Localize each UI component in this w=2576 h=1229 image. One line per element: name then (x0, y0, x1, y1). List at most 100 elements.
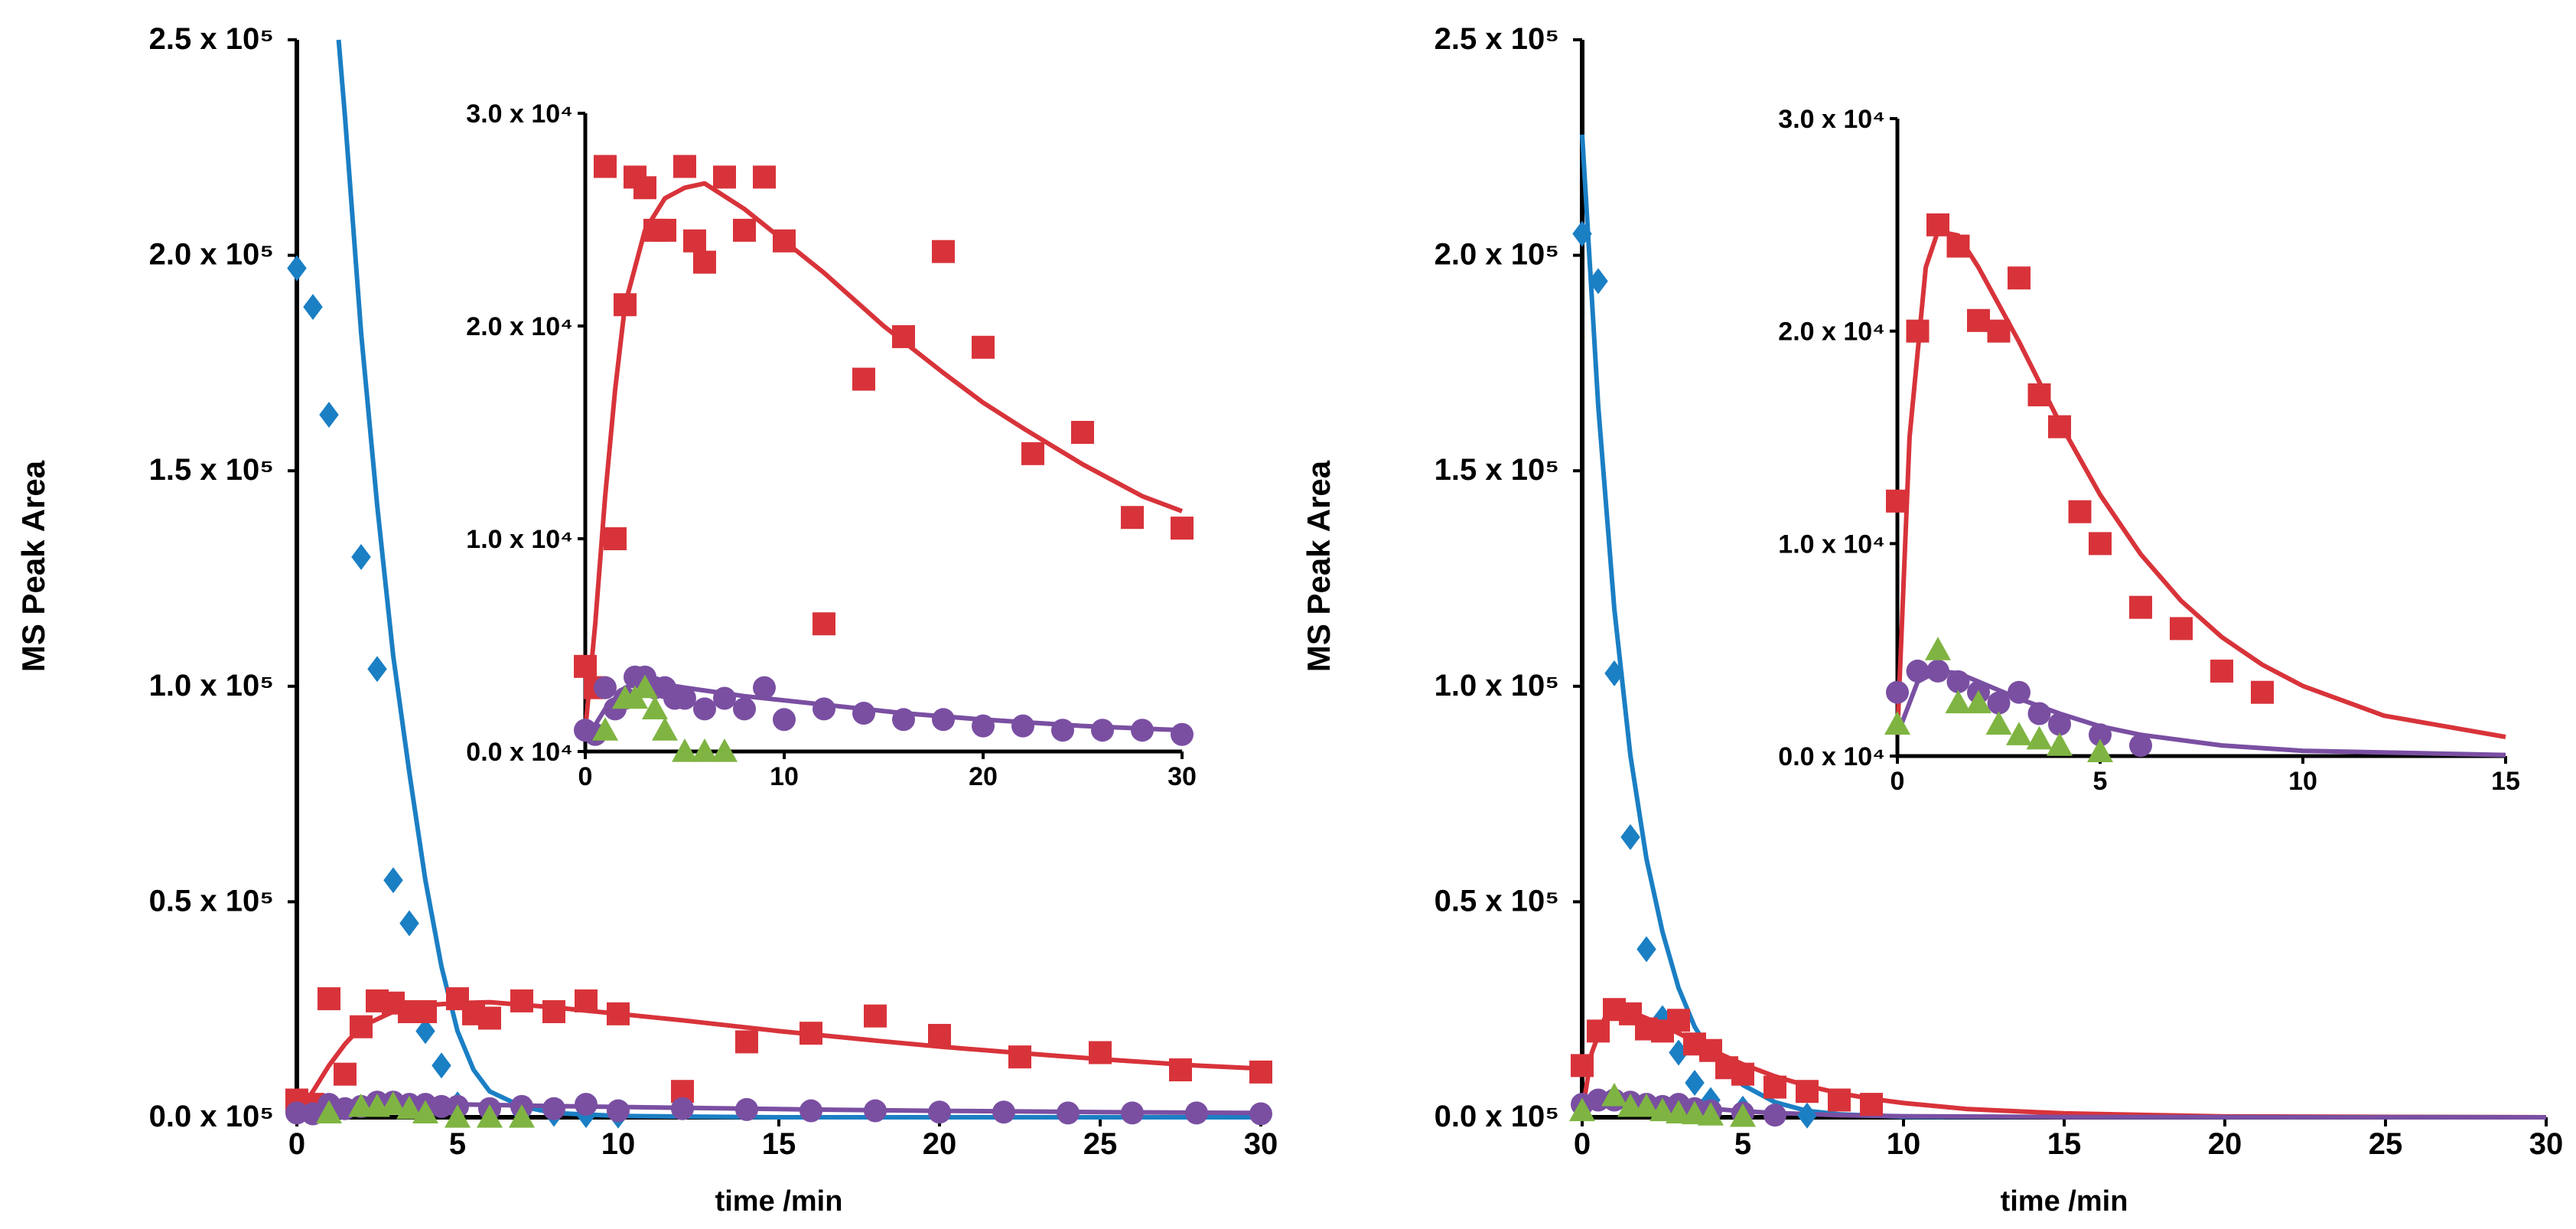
right-main-red-point (1763, 1075, 1786, 1099)
left-main-purple-point (575, 1093, 598, 1117)
right-main-blue-point (1620, 823, 1640, 850)
left-inset-red-point (773, 229, 796, 253)
left-inset-purple-point (673, 686, 696, 710)
left-inset-purple-point (813, 697, 835, 721)
left-main-blue-fit-curve (336, 39, 1261, 1120)
left-main-purple-point (1249, 1102, 1272, 1126)
left-main-green-point (396, 1095, 422, 1120)
right-main-green-point (1698, 1102, 1724, 1126)
left-main-xtick-label: 15 (762, 1127, 796, 1161)
left-main-purple-point (800, 1099, 822, 1123)
right-main-green-point (1649, 1097, 1676, 1122)
right-main-green-point (1633, 1093, 1659, 1117)
right-main-xtick-label: 25 (2369, 1127, 2403, 1161)
right-inset-ytick-label: 1.0 x 10⁴ (1778, 530, 1885, 559)
right-inset-red-point (1967, 308, 1990, 332)
left-inset-green-point (712, 738, 738, 762)
left-main-blue-point (432, 1052, 451, 1079)
left-inset-purple-point (713, 686, 736, 710)
right-main-green-point (1569, 1097, 1595, 1122)
right-inset-purple-point (1906, 659, 1930, 683)
left-main-xtick-label: 20 (923, 1127, 957, 1161)
left-inset-red-point (713, 165, 736, 189)
right-inset-green-point (2006, 722, 2032, 745)
left-inset-red-point (673, 155, 696, 178)
right-main-ytick-label: 0.0 x 10⁵ (1435, 1100, 1559, 1133)
left-inset-purple-point (733, 697, 756, 721)
left-main-red-point (1169, 1058, 1192, 1082)
left-inset-red-point (753, 165, 776, 189)
left-inset-red-point (594, 155, 617, 178)
right-main-red-point (1828, 1088, 1851, 1112)
left-main-purple-point (735, 1097, 758, 1121)
right-main-purple-point (1763, 1103, 1786, 1127)
right-inset-red-point (2068, 500, 2092, 523)
right-inset-purple-point (2129, 734, 2152, 758)
left-main-red-point (928, 1023, 951, 1047)
left-main-xtick-label: 25 (1083, 1127, 1118, 1161)
left-main-red-point (1008, 1045, 1031, 1069)
left-ylabel: MS Peak Area (15, 460, 51, 672)
left-inset-red-point (1121, 506, 1144, 530)
right-main-red-point (1860, 1093, 1883, 1117)
left-main-green-point (316, 1100, 342, 1123)
right-main-blue-point (1604, 660, 1624, 686)
left-main-blue-point (287, 255, 307, 282)
right-main-ytick-label: 1.5 x 10⁵ (1435, 453, 1559, 487)
right-inset-ytick-label: 0.0 x 10⁴ (1778, 742, 1885, 771)
right-main-xtick-label: 10 (1887, 1127, 1921, 1161)
left-inset-green-point (652, 717, 678, 741)
right-inset-green-point (2087, 738, 2113, 763)
left-main-green-point (477, 1104, 503, 1128)
left-inset-red-point (972, 335, 995, 359)
left-inset-green-point (672, 738, 698, 762)
right-inset-purple-point (2027, 702, 2051, 725)
left-main-purple-point (542, 1097, 565, 1120)
left-inset-purple-point (1011, 714, 1034, 738)
right-inset-red-fit-curve (1895, 229, 2506, 739)
right-main-blue-point (1588, 268, 1608, 295)
right-xlabel: time /min (2001, 1185, 2128, 1218)
right-main-red-point (1571, 1054, 1594, 1077)
left-main-red-point (800, 1022, 822, 1045)
right-inset-purple-point (1926, 659, 1949, 683)
right-inset-red-point (2170, 617, 2193, 641)
left-inset-ytick-label: 2.0 x 10⁴ (466, 312, 573, 341)
right-inset-green-point (1985, 711, 2012, 735)
right-main-blue-point (1797, 1102, 1817, 1129)
left-inset-red-point (1071, 421, 1094, 444)
right-inset-green-point (1925, 637, 1951, 660)
left-main-red-point (607, 1002, 630, 1025)
left-inset-ytick-label: 0.0 x 10⁴ (466, 738, 573, 767)
left-main-red-point (510, 989, 533, 1012)
right-main-green-point (1601, 1082, 1627, 1107)
right-main-xtick-label: 30 (2529, 1127, 2564, 1161)
right-inset-panel: 0.0 x 10⁴ 1.0 x 10⁴ 2.0 x 10⁴ 3.0 x 10⁴ 0 5 10… (1778, 105, 2520, 796)
left-inset-xtick-label: 30 (1168, 762, 1197, 791)
right-inset-xtick-label: 10 (2288, 767, 2317, 796)
left-main-purple-point (607, 1099, 630, 1123)
left-inset-panel: 0.0 x 10⁴ 1.0 x 10⁴ 2.0 x 10⁴ 3.0 x 10⁴ 0 10 2… (466, 99, 1197, 791)
left-main-purple-point (1057, 1101, 1080, 1125)
left-main-xtick-label: 5 (449, 1127, 466, 1161)
left-main-purple-point (430, 1094, 453, 1118)
right-inset-red-point (2129, 595, 2152, 619)
right-inset-purple-point (1886, 680, 1909, 704)
left-main-purple-point (671, 1097, 694, 1120)
right-inset-ytick-label: 2.0 x 10⁴ (1778, 318, 1885, 347)
left-inset-green-point (592, 717, 618, 741)
left-inset-xtick-label: 10 (770, 762, 799, 791)
left-main-blue-point (319, 401, 339, 428)
left-main-blue-point (383, 867, 403, 894)
right-main-xtick-label: 20 (2208, 1127, 2242, 1161)
left-main-blue-point (303, 294, 323, 321)
left-main-red-point (318, 987, 340, 1011)
right-main-blue-fit-curve (1580, 134, 2547, 1120)
left-main-green-point (412, 1100, 438, 1123)
left-inset-red-point (733, 218, 756, 242)
right-main-ytick-label: 1.0 x 10⁵ (1435, 669, 1559, 703)
left-inset-red-point (932, 240, 955, 263)
left-inset-red-point (1021, 442, 1044, 465)
right-main-panel: 0.0 x 10⁵ 0.5 x 10⁵ 1.0 x 10⁵ 1.5 x 10⁵ 2.0 … (1435, 22, 2564, 1161)
left-main-green-point (509, 1104, 535, 1128)
